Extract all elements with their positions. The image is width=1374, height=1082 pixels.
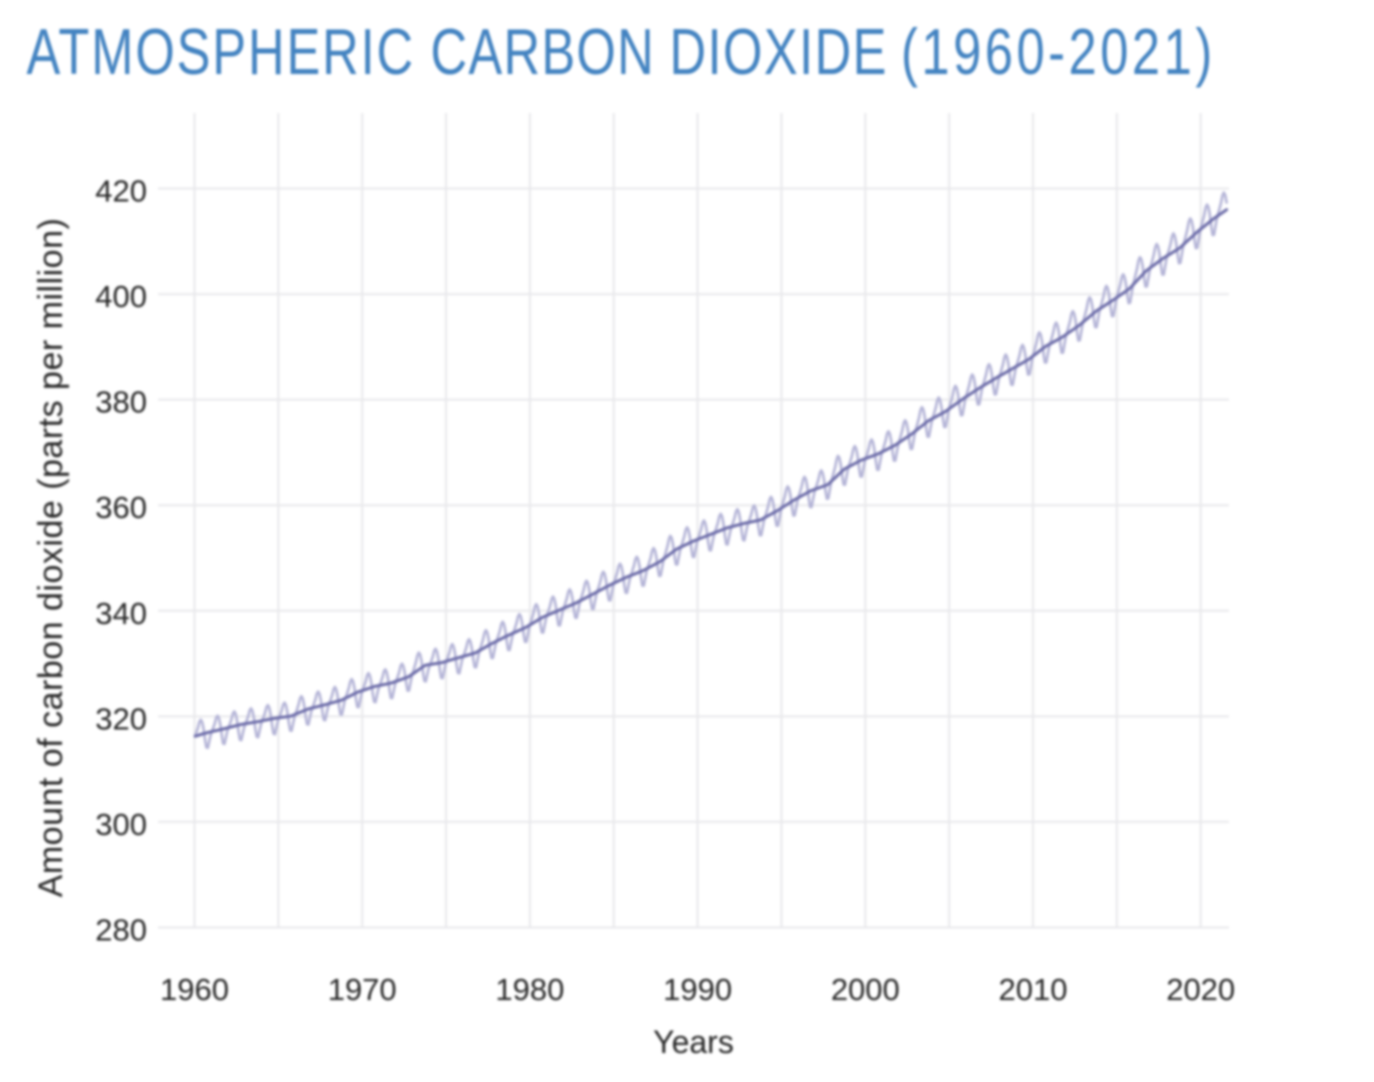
svg-text:2010: 2010 [999,972,1068,1007]
svg-text:320: 320 [95,701,147,736]
svg-text:1970: 1970 [328,972,397,1007]
svg-text:(1960-2021): (1960-2021) [901,16,1216,88]
svg-text:300: 300 [95,807,147,842]
svg-text:360: 360 [95,490,147,525]
svg-text:2000: 2000 [831,972,900,1007]
svg-text:DIOXIDE: DIOXIDE [670,16,888,88]
svg-text:1980: 1980 [495,972,564,1007]
svg-text:2020: 2020 [1166,972,1235,1007]
svg-text:280: 280 [95,913,147,948]
svg-text:380: 380 [95,385,147,420]
svg-text:Amount of carbon dioxide (part: Amount of carbon dioxide (parts per mill… [32,218,70,898]
svg-text:400: 400 [95,279,147,314]
svg-text:Years: Years [653,1024,734,1060]
svg-text:1960: 1960 [160,972,229,1007]
svg-text:340: 340 [95,596,147,631]
svg-text:420: 420 [95,174,147,209]
svg-text:1990: 1990 [663,972,732,1007]
svg-text:ATMOSPHERIC: ATMOSPHERIC [27,16,416,88]
svg-text:CARBON: CARBON [431,16,655,88]
